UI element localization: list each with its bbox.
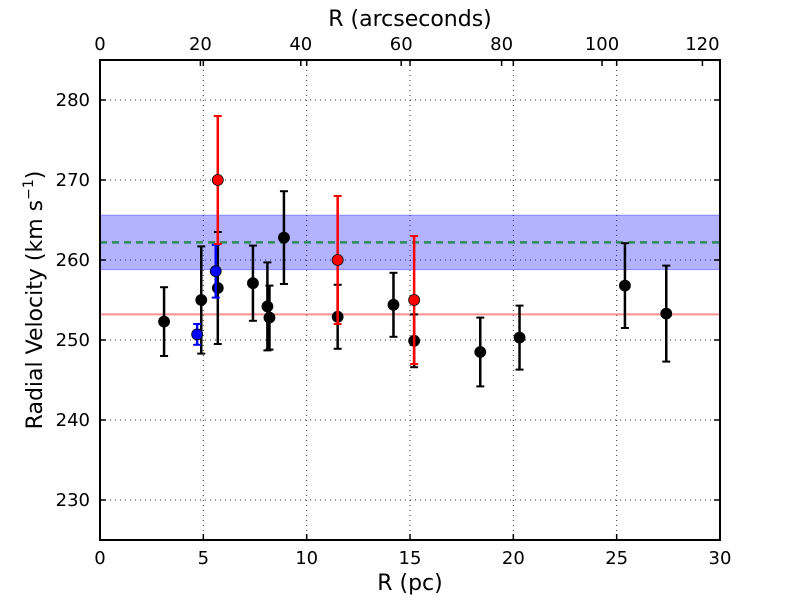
x-axis-label: R (pc) — [377, 571, 443, 596]
x2-tick-label: 40 — [289, 34, 312, 55]
data-point — [195, 294, 208, 306]
data-point — [387, 298, 400, 311]
y-axis-label-end: ) — [23, 171, 48, 180]
data-point — [331, 254, 344, 266]
data-point — [209, 265, 222, 278]
x-tick-label: 30 — [709, 548, 732, 569]
x2-tick-label: 20 — [189, 34, 212, 55]
data-point — [211, 174, 224, 186]
reference-lines — [100, 241, 720, 316]
data-point — [247, 277, 259, 290]
data-point — [408, 294, 421, 306]
y-axis-label-exponent: −1 — [21, 179, 37, 200]
data-point — [158, 315, 170, 328]
data-point — [261, 300, 274, 313]
data-point — [263, 311, 276, 324]
y-tick-label: 250 — [56, 330, 90, 351]
x2-tick-label: 80 — [490, 34, 513, 55]
y-tick-label: 270 — [56, 170, 90, 191]
data-point — [278, 231, 290, 244]
data-point — [660, 307, 673, 320]
x2-tick-label: 60 — [390, 34, 413, 55]
x-tick-label: 15 — [399, 548, 422, 569]
y-tick-label: 260 — [56, 250, 90, 271]
x-tick-label: 20 — [502, 548, 525, 569]
data-point — [211, 282, 224, 294]
data-points — [158, 115, 673, 388]
y-tick-label: 240 — [56, 410, 90, 431]
x-tick-label: 25 — [605, 548, 628, 569]
x2-tick-label: 100 — [585, 34, 619, 55]
data-point — [513, 331, 526, 344]
y-axis-label-main: Radial Velocity (km s — [23, 200, 48, 429]
axis-ticks: 0 5 10 15 20 25 30 0 20 40 60 80 100 120 230 240 250 260 2… — [56, 34, 732, 569]
data-point — [191, 328, 204, 341]
y-tick-label: 230 — [56, 490, 90, 511]
x-tick-label: 0 — [94, 548, 105, 569]
data-point — [474, 346, 487, 358]
y-axis-label: Radial Velocity (km s−1) — [21, 171, 48, 430]
x-tick-label: 10 — [295, 548, 318, 569]
x2-tick-label: 0 — [94, 34, 105, 55]
x-tick-label: 5 — [198, 548, 209, 569]
top-axis-label: R (arcseconds) — [328, 7, 492, 32]
data-point — [619, 279, 631, 292]
x2-tick-label: 120 — [685, 34, 719, 55]
y-tick-label: 280 — [56, 90, 90, 111]
